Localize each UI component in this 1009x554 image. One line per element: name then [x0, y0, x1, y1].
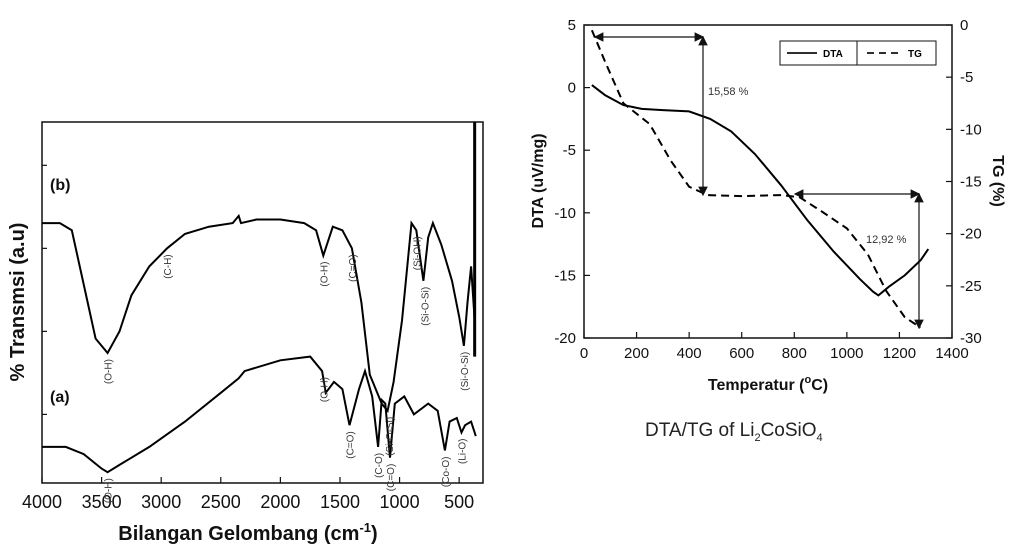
ftir-chart: 4000 3500 3000 2500 2000 1500 1000 500 (O-H) (C-… [7, 121, 484, 545]
tg-step1-label: 15,58 % [708, 86, 749, 98]
tg-y-tick-label-2: -10 [960, 121, 982, 138]
ftir-x-tick-label-0: 4000 [22, 492, 62, 512]
dta-x-tick-label-7: 1400 [935, 345, 968, 362]
dta-x-axis: 0 200 400 600 800 1000 1200 1400 [580, 332, 969, 362]
ftir-plot-frame [41, 121, 484, 484]
ftir-y-axis [42, 164, 47, 416]
ftir-curve-label-b: (b) [50, 177, 70, 194]
tg-series-line [590, 29, 922, 329]
ftir-peak-label-4: (Si-O-Si) [385, 417, 396, 456]
dta-y-tick-label-0: 5 [568, 17, 576, 34]
ftir-series-line-a [42, 355, 477, 474]
dta-tg-chart-panel: 0 200 400 600 800 1000 1200 1400 5 0 -5 -10 -15 -20 … [505, 0, 1009, 549]
ftir-peak-label-3: (C=O) [348, 254, 359, 282]
ftir-curve-label-a: (a) [50, 389, 70, 406]
ftir-x-tick-label-4: 2000 [260, 492, 300, 512]
ftir-x-title-sup: -1 [359, 520, 371, 535]
caption-prefix: DTA/TG of Li [645, 420, 755, 441]
dta-y-tick-label-3: -10 [554, 205, 576, 222]
tg-y-tick-label-4: -20 [960, 226, 982, 243]
tg-y-tick-label-1: -5 [960, 69, 973, 86]
tg-y-axis-right: 0 -5 -10 -15 -20 -25 -30 [946, 17, 982, 347]
ftir-x-tick-label-7: 500 [444, 492, 474, 512]
ftir-peak-label-0: (O-H) [104, 359, 115, 384]
dta-series-line [591, 84, 930, 297]
dta-x-tick-label-1: 200 [624, 345, 649, 362]
ftir-peak-label-13: (Co-O) [441, 457, 452, 488]
ftir-peak-label-11: (C-O) [374, 453, 385, 478]
ftir-series-line-b [42, 213, 476, 414]
ftir-series-group [42, 122, 477, 474]
dta-tg-caption: DTA/TG of Li2CoSiO4 [645, 420, 823, 444]
ftir-peak-label-12: (C=O) [386, 464, 397, 492]
ftir-peak-label-5: (Si-OH) [412, 236, 423, 270]
dta-y-tick-label-5: -20 [554, 330, 576, 347]
caption-mid: CoSiO [760, 420, 817, 441]
tg-y-tick-label-3: -15 [960, 174, 982, 191]
dta-y-axis-title: DTA (uV/mg) [530, 133, 547, 228]
tg-y-tick-label-0: 0 [960, 17, 968, 34]
ftir-peak-label-14: (Li-O) [458, 438, 469, 464]
ftir-annotations: (O-H) (C-H) (O-H) (C=O) (Si-O-Si) (Si-OH) (Si-… [104, 236, 471, 503]
dta-x-tick-label-2: 400 [677, 345, 702, 362]
ftir-peak-label-10: (C=O) [346, 431, 357, 459]
ftir-x-tick-label-1: 3500 [82, 492, 122, 512]
dta-legend: DTA TG [779, 40, 937, 66]
dta-series-group [590, 29, 930, 329]
ftir-x-tick-label-6: 1000 [380, 492, 420, 512]
ftir-x-title-main: Bilangan Gelombang (cm [118, 523, 359, 545]
ftir-x-tick-label-5: 1500 [320, 492, 360, 512]
dta-x-title-end: C) [811, 377, 828, 394]
ftir-x-title-end: ) [371, 523, 378, 545]
ftir-peak-label-7: (Si-O-Si) [460, 352, 471, 391]
ftir-chart-panel: 4000 3500 3000 2500 2000 1500 1000 500 (O-H) (C-… [0, 0, 500, 549]
dta-x-tick-label-3: 600 [729, 345, 754, 362]
dta-tg-chart: 0 200 400 600 800 1000 1200 1400 50-5-10-15-20 … [530, 17, 1006, 394]
ftir-peak-label-6: (Si-O-Si) [421, 287, 432, 326]
dta-y-axis-left: 5 0 -5 -10 -15 -20 [554, 17, 590, 347]
dta-x-tick-label-0: 0 [580, 345, 588, 362]
dta-y-tick-label-2: -5 [563, 142, 576, 159]
tg-y-tick-label-5: -25 [960, 278, 982, 295]
dta-x-title-sup: o [804, 374, 811, 386]
dta-x-tick-label-5: 1000 [830, 345, 863, 362]
ftir-peak-label-9: (O-H) [319, 377, 330, 402]
dta-x-axis-title: Temperatur (oC) [708, 374, 828, 394]
tg-step2-label: 12,92 % [866, 234, 907, 246]
ftir-x-axis-title: Bilangan Gelombang (cm-1) [118, 520, 377, 545]
dta-x-tick-label-4: 800 [782, 345, 807, 362]
caption-sub-2: 4 [816, 431, 823, 444]
tg-y-axis-title: TG (%) [989, 155, 1006, 207]
ftir-x-tick-label-2: 3000 [141, 492, 181, 512]
ftir-peak-label-2: (O-H) [319, 262, 330, 287]
ftir-x-axis: 4000 3500 3000 2500 2000 1500 1000 500 [22, 477, 474, 512]
caption-sub-1: 2 [754, 431, 761, 444]
ftir-peak-label-1: (C-H) [163, 254, 174, 278]
ftir-peak-label-8: (O-H) [104, 478, 115, 503]
ftir-y-axis-title: % Transmsi (a.u) [7, 223, 29, 382]
dta-y-tick-label-4: -15 [554, 267, 576, 284]
tg-y-tick-label-6: -30 [960, 330, 982, 347]
dta-plot-frame [583, 24, 953, 339]
dta-x-title-main: Temperatur ( [708, 377, 805, 394]
dta-y-tick-label-1: 0 [568, 80, 576, 97]
legend-dta-label: DTA [823, 49, 843, 60]
ftir-x-tick-label-3: 2500 [201, 492, 241, 512]
dta-x-tick-label-6: 1200 [883, 345, 916, 362]
legend-tg-label: TG [908, 49, 922, 60]
